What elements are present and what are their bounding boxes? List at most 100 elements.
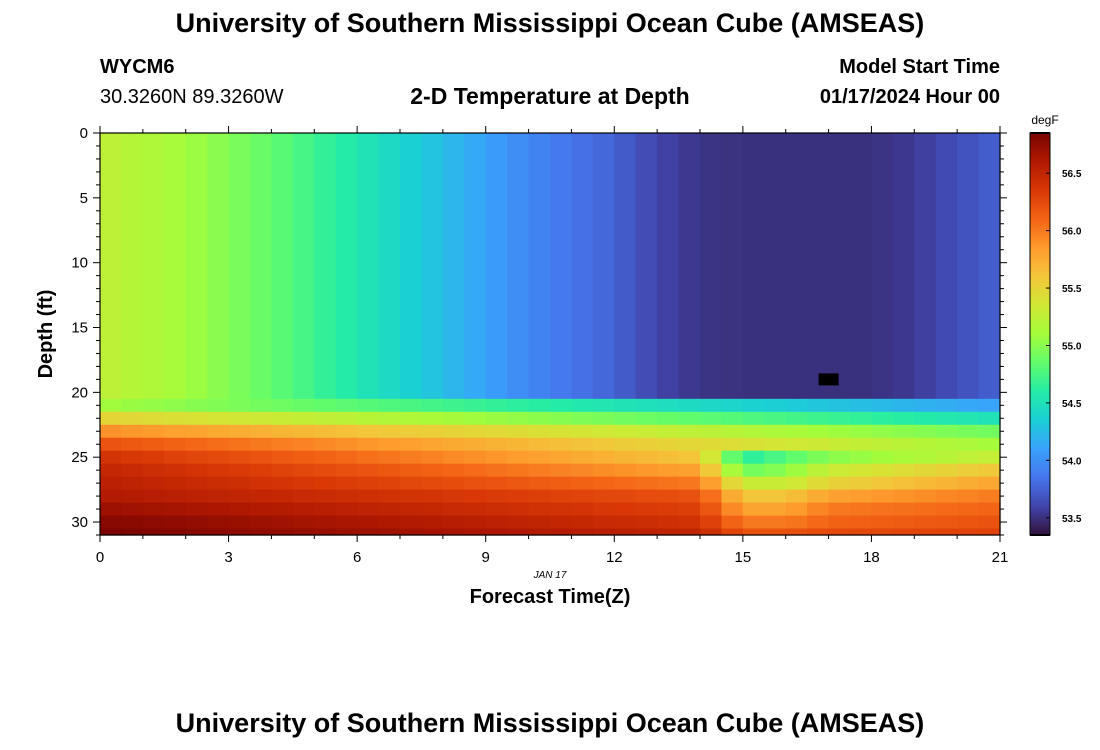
heatmap-cell [250, 528, 273, 536]
heatmap-cell [828, 133, 851, 400]
heatmap-cell [507, 463, 530, 478]
heatmap-cell [142, 502, 165, 517]
heatmap-cell [871, 424, 894, 439]
heatmap-cell [528, 437, 551, 452]
heatmap-cell [250, 398, 273, 413]
heatmap-cell [228, 528, 251, 536]
heatmap-cell [785, 463, 808, 478]
heatmap-cell [314, 450, 337, 465]
heatmap-cell [142, 411, 165, 426]
heatmap-cell [464, 476, 487, 491]
heatmap-cell [700, 515, 723, 530]
heatmap-cell [507, 515, 530, 530]
heatmap-cell [464, 424, 487, 439]
heatmap-cell [764, 437, 787, 452]
heatmap-cell [785, 411, 808, 426]
heatmap-cell [657, 411, 680, 426]
heatmap-cell [935, 528, 958, 536]
heatmap-cell [357, 450, 380, 465]
heatmap-cell [935, 502, 958, 517]
heatmap-cell [528, 502, 551, 517]
heatmap-cell [507, 398, 530, 413]
heatmap-cell [142, 476, 165, 491]
heatmap-cell [764, 424, 787, 439]
heatmap-cell [464, 133, 487, 400]
heatmap-cell [914, 398, 937, 413]
heatmap-cell [528, 463, 551, 478]
heatmap-cell [978, 528, 1001, 536]
heatmap-cell [892, 463, 915, 478]
heatmap-cell [378, 489, 401, 504]
heatmap-cell [292, 450, 315, 465]
heatmap-cell [935, 489, 958, 504]
heatmap-cell [335, 502, 358, 517]
heatmap-cell [892, 489, 915, 504]
heatmap-cell [228, 476, 251, 491]
heatmap-cell [485, 476, 508, 491]
heatmap-cell [464, 489, 487, 504]
heatmap-cell [100, 515, 123, 530]
heatmap-cell [807, 502, 830, 517]
heatmap-cell [957, 398, 980, 413]
heatmap-cell [271, 463, 294, 478]
heatmap-cell [100, 411, 123, 426]
heatmap-cell [378, 424, 401, 439]
heatmap-cell [185, 450, 208, 465]
heatmap-cell [721, 424, 744, 439]
heatmap-cell [271, 133, 294, 400]
heatmap-cell [700, 437, 723, 452]
heatmap-cell [614, 515, 637, 530]
heatmap-cell [892, 502, 915, 517]
heatmap-cell [164, 398, 187, 413]
heatmap-cell [742, 437, 765, 452]
heatmap-cell [207, 133, 230, 400]
heatmap-cell [871, 437, 894, 452]
station-id: WYCM6 [100, 56, 175, 78]
heatmap-cell [978, 398, 1001, 413]
heatmap-cell [657, 489, 680, 504]
heatmap-cell [742, 463, 765, 478]
heatmap-cell [292, 398, 315, 413]
heatmap-cell [721, 502, 744, 517]
heatmap-cell [914, 450, 937, 465]
heatmap-cell [357, 133, 380, 400]
heatmap-cell [550, 528, 573, 536]
heatmap-cell [957, 515, 980, 530]
heatmap-cell [807, 515, 830, 530]
heatmap-cell [421, 437, 444, 452]
heatmap-cell [914, 502, 937, 517]
heatmap-cell [100, 398, 123, 413]
heatmap-cell [807, 450, 830, 465]
heatmap-cell [592, 528, 615, 536]
heatmap-cell [550, 424, 573, 439]
heatmap-cell [207, 398, 230, 413]
y-tick-label: 5 [80, 190, 88, 207]
heatmap-cell [292, 133, 315, 400]
heatmap-cell [678, 476, 701, 491]
heatmap-cell [742, 133, 765, 400]
heatmap-cell [700, 133, 723, 400]
heatmap-cell [678, 437, 701, 452]
heatmap-cell [635, 411, 658, 426]
heatmap-cell [892, 528, 915, 536]
heatmap-cell [635, 437, 658, 452]
heatmap-cell [700, 489, 723, 504]
heatmap-cell [550, 489, 573, 504]
heatmap-cell [785, 476, 808, 491]
heatmap-cell [914, 411, 937, 426]
heatmap-cell [400, 463, 423, 478]
heatmap-cell [207, 528, 230, 536]
colorbar-tick-label: 54.0 [1062, 456, 1082, 467]
heatmap-cell [678, 463, 701, 478]
heatmap-cell [571, 398, 594, 413]
heatmap-cell [592, 133, 615, 400]
heatmap-cell [207, 515, 230, 530]
heatmap-cell [464, 463, 487, 478]
heatmap-cell [442, 463, 465, 478]
heatmap-cell [485, 450, 508, 465]
colorbar-tick-label: 55.0 [1062, 341, 1082, 352]
heatmap-cell [807, 133, 830, 400]
heatmap-cell [357, 528, 380, 536]
heatmap-cell [228, 515, 251, 530]
heatmap-cell [721, 476, 744, 491]
